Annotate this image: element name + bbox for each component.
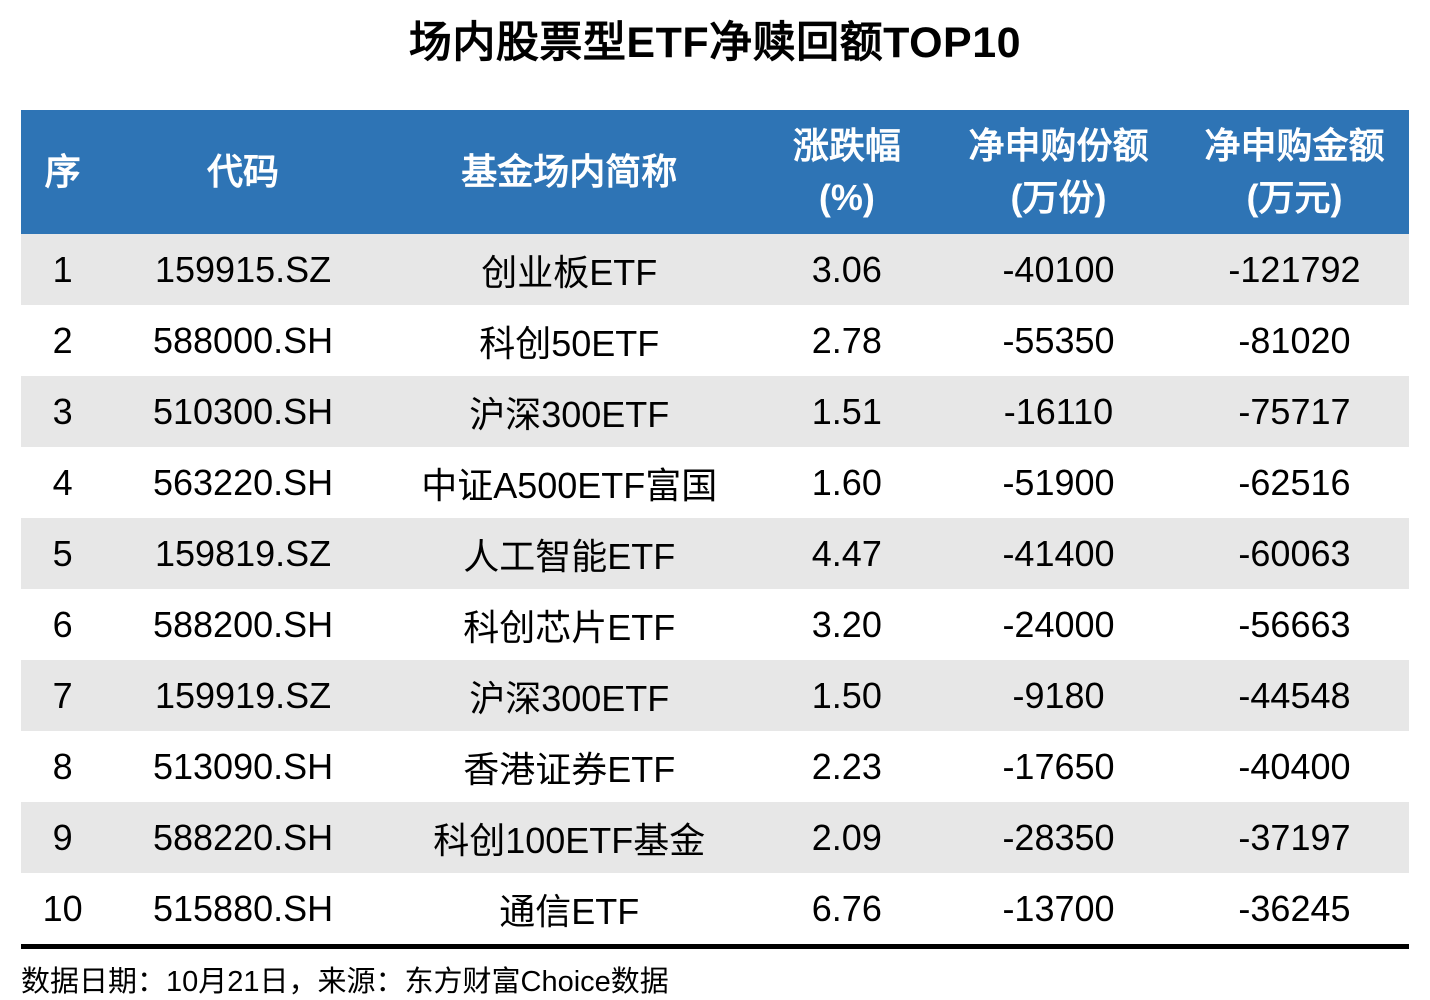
header-label: 净申购金额 — [1204, 124, 1385, 166]
cell-seq: 8 — [52, 745, 73, 787]
cell-net-amount: -75717 — [1238, 390, 1351, 432]
cell-change-pct: 1.60 — [811, 461, 882, 503]
cell-name: 沪深300ETF — [469, 393, 670, 435]
cell-seq: 5 — [52, 532, 73, 574]
cell-net-shares: -24000 — [1002, 603, 1115, 645]
cell-name: 人工智能ETF — [463, 535, 676, 577]
cell-net-amount: -40400 — [1238, 745, 1351, 787]
cell-net-amount: -56663 — [1238, 603, 1351, 645]
cell-name: 沪深300ETF — [469, 677, 670, 719]
cell-net-amount: -37197 — [1238, 816, 1351, 858]
cell-net-amount: -81020 — [1238, 319, 1351, 361]
page-title: 场内股票型ETF净赎回额TOP10 — [408, 19, 1022, 67]
table-row: 10 515880.SH 通信ETF 6.76 -13700 -36245 — [21, 873, 1409, 944]
header-unit-label: (万元) — [1246, 177, 1343, 218]
cell-seq: 9 — [52, 816, 73, 858]
cell-net-amount: -60063 — [1238, 532, 1351, 574]
cell-seq: 6 — [52, 603, 73, 645]
table-row: 5 159819.SZ 人工智能ETF 4.47 -41400 -60063 — [21, 518, 1409, 589]
cell-seq: 1 — [52, 248, 73, 290]
table-body: 1 159915.SZ 创业板ETF 3.06 -40100 -121792 2 588000… — [21, 234, 1409, 944]
cell-seq: 7 — [52, 674, 73, 716]
cell-change-pct: 3.06 — [811, 248, 882, 290]
cell-name: 创业板ETF — [481, 251, 658, 293]
etf-redemption-table: 序 代码 基金场内简称 涨跌幅 (%) 净申购份额 (万份) 净申购金额 (万元) 1 15991… — [21, 110, 1409, 944]
cell-change-pct: 3.20 — [811, 603, 882, 645]
header-cell-name: 基金场内简称 — [381, 110, 757, 234]
cell-code: 588000.SH — [152, 319, 334, 361]
cell-code: 159915.SZ — [154, 248, 332, 290]
table-row: 8 513090.SH 香港证券ETF 2.23 -17650 -40400 — [21, 731, 1409, 802]
cell-net-shares: -28350 — [1002, 816, 1115, 858]
cell-change-pct: 4.47 — [811, 532, 882, 574]
header-unit-label: (%) — [818, 177, 875, 218]
cell-net-shares: -13700 — [1002, 887, 1115, 929]
cell-net-amount: -36245 — [1238, 887, 1351, 929]
cell-net-amount: -44548 — [1238, 674, 1351, 716]
cell-net-amount: -121792 — [1228, 248, 1361, 290]
cell-seq: 2 — [52, 319, 73, 361]
cell-net-shares: -40100 — [1002, 248, 1115, 290]
header-cell-net-shares: 净申购份额 (万份) — [937, 110, 1180, 234]
table-row: 4 563220.SH 中证A500ETF富国 1.60 -51900 -62516 — [21, 447, 1409, 518]
cell-net-shares: -16110 — [1003, 390, 1114, 432]
cell-seq: 4 — [52, 461, 73, 503]
cell-change-pct: 1.50 — [811, 674, 882, 716]
table-row: 2 588000.SH 科创50ETF 2.78 -55350 -81020 — [21, 305, 1409, 376]
cell-net-shares: -9180 — [1012, 674, 1105, 716]
cell-code: 510300.SH — [152, 390, 334, 432]
header-cell-change-pct: 涨跌幅 (%) — [756, 110, 938, 234]
cell-change-pct: 2.09 — [811, 816, 882, 858]
cell-net-shares: -41400 — [1002, 532, 1115, 574]
cell-name: 香港证券ETF — [463, 748, 676, 790]
cell-change-pct: 2.78 — [811, 319, 882, 361]
cell-code: 588220.SH — [152, 816, 334, 858]
header-cell-code: 代码 — [104, 110, 382, 234]
header-label: 涨跌幅 — [792, 124, 901, 166]
footer-divider — [21, 944, 1409, 949]
data-source-note: 数据日期：10月21日，来源：东方财富Choice数据 — [21, 966, 669, 998]
cell-net-amount: -62516 — [1238, 461, 1351, 503]
header-unit-label: (万份) — [1010, 177, 1107, 218]
header-cell-net-amount: 净申购金额 (万元) — [1179, 110, 1409, 234]
cell-name: 中证A500ETF富国 — [421, 464, 718, 506]
cell-seq: 3 — [52, 390, 73, 432]
cell-code: 515880.SH — [152, 887, 334, 929]
cell-net-shares: -51900 — [1002, 461, 1115, 503]
cell-code: 159919.SZ — [154, 674, 332, 716]
cell-seq: 10 — [42, 887, 83, 929]
header-label: 净申购份额 — [968, 124, 1149, 166]
table-row: 3 510300.SH 沪深300ETF 1.51 -16110 -75717 — [21, 376, 1409, 447]
header-row: 序 代码 基金场内简称 涨跌幅 (%) 净申购份额 (万份) 净申购金额 (万元) — [21, 110, 1409, 234]
cell-net-shares: -55350 — [1002, 319, 1115, 361]
cell-name: 科创50ETF — [479, 322, 660, 364]
cell-change-pct: 6.76 — [811, 887, 882, 929]
cell-code: 563220.SH — [152, 461, 334, 503]
cell-code: 513090.SH — [152, 745, 334, 787]
header-label: 基金场内简称 — [461, 150, 678, 192]
cell-name: 科创100ETF基金 — [433, 819, 706, 861]
header-cell-seq: 序 — [21, 110, 105, 234]
header-label: 序 — [44, 150, 81, 192]
cell-code: 588200.SH — [152, 603, 334, 645]
cell-name: 通信ETF — [499, 890, 640, 932]
table-row: 1 159915.SZ 创业板ETF 3.06 -40100 -121792 — [21, 234, 1409, 305]
table-row: 9 588220.SH 科创100ETF基金 2.09 -28350 -37197 — [21, 802, 1409, 873]
table-row: 7 159919.SZ 沪深300ETF 1.50 -9180 -44548 — [21, 660, 1409, 731]
cell-code: 159819.SZ — [154, 532, 332, 574]
table-header: 序 代码 基金场内简称 涨跌幅 (%) 净申购份额 (万份) 净申购金额 (万元) — [21, 110, 1409, 234]
cell-net-shares: -17650 — [1002, 745, 1115, 787]
table-row: 6 588200.SH 科创芯片ETF 3.20 -24000 -56663 — [21, 589, 1409, 660]
cell-change-pct: 2.23 — [811, 745, 882, 787]
header-label: 代码 — [207, 150, 280, 192]
cell-change-pct: 1.51 — [811, 390, 882, 432]
cell-name: 科创芯片ETF — [463, 606, 676, 648]
